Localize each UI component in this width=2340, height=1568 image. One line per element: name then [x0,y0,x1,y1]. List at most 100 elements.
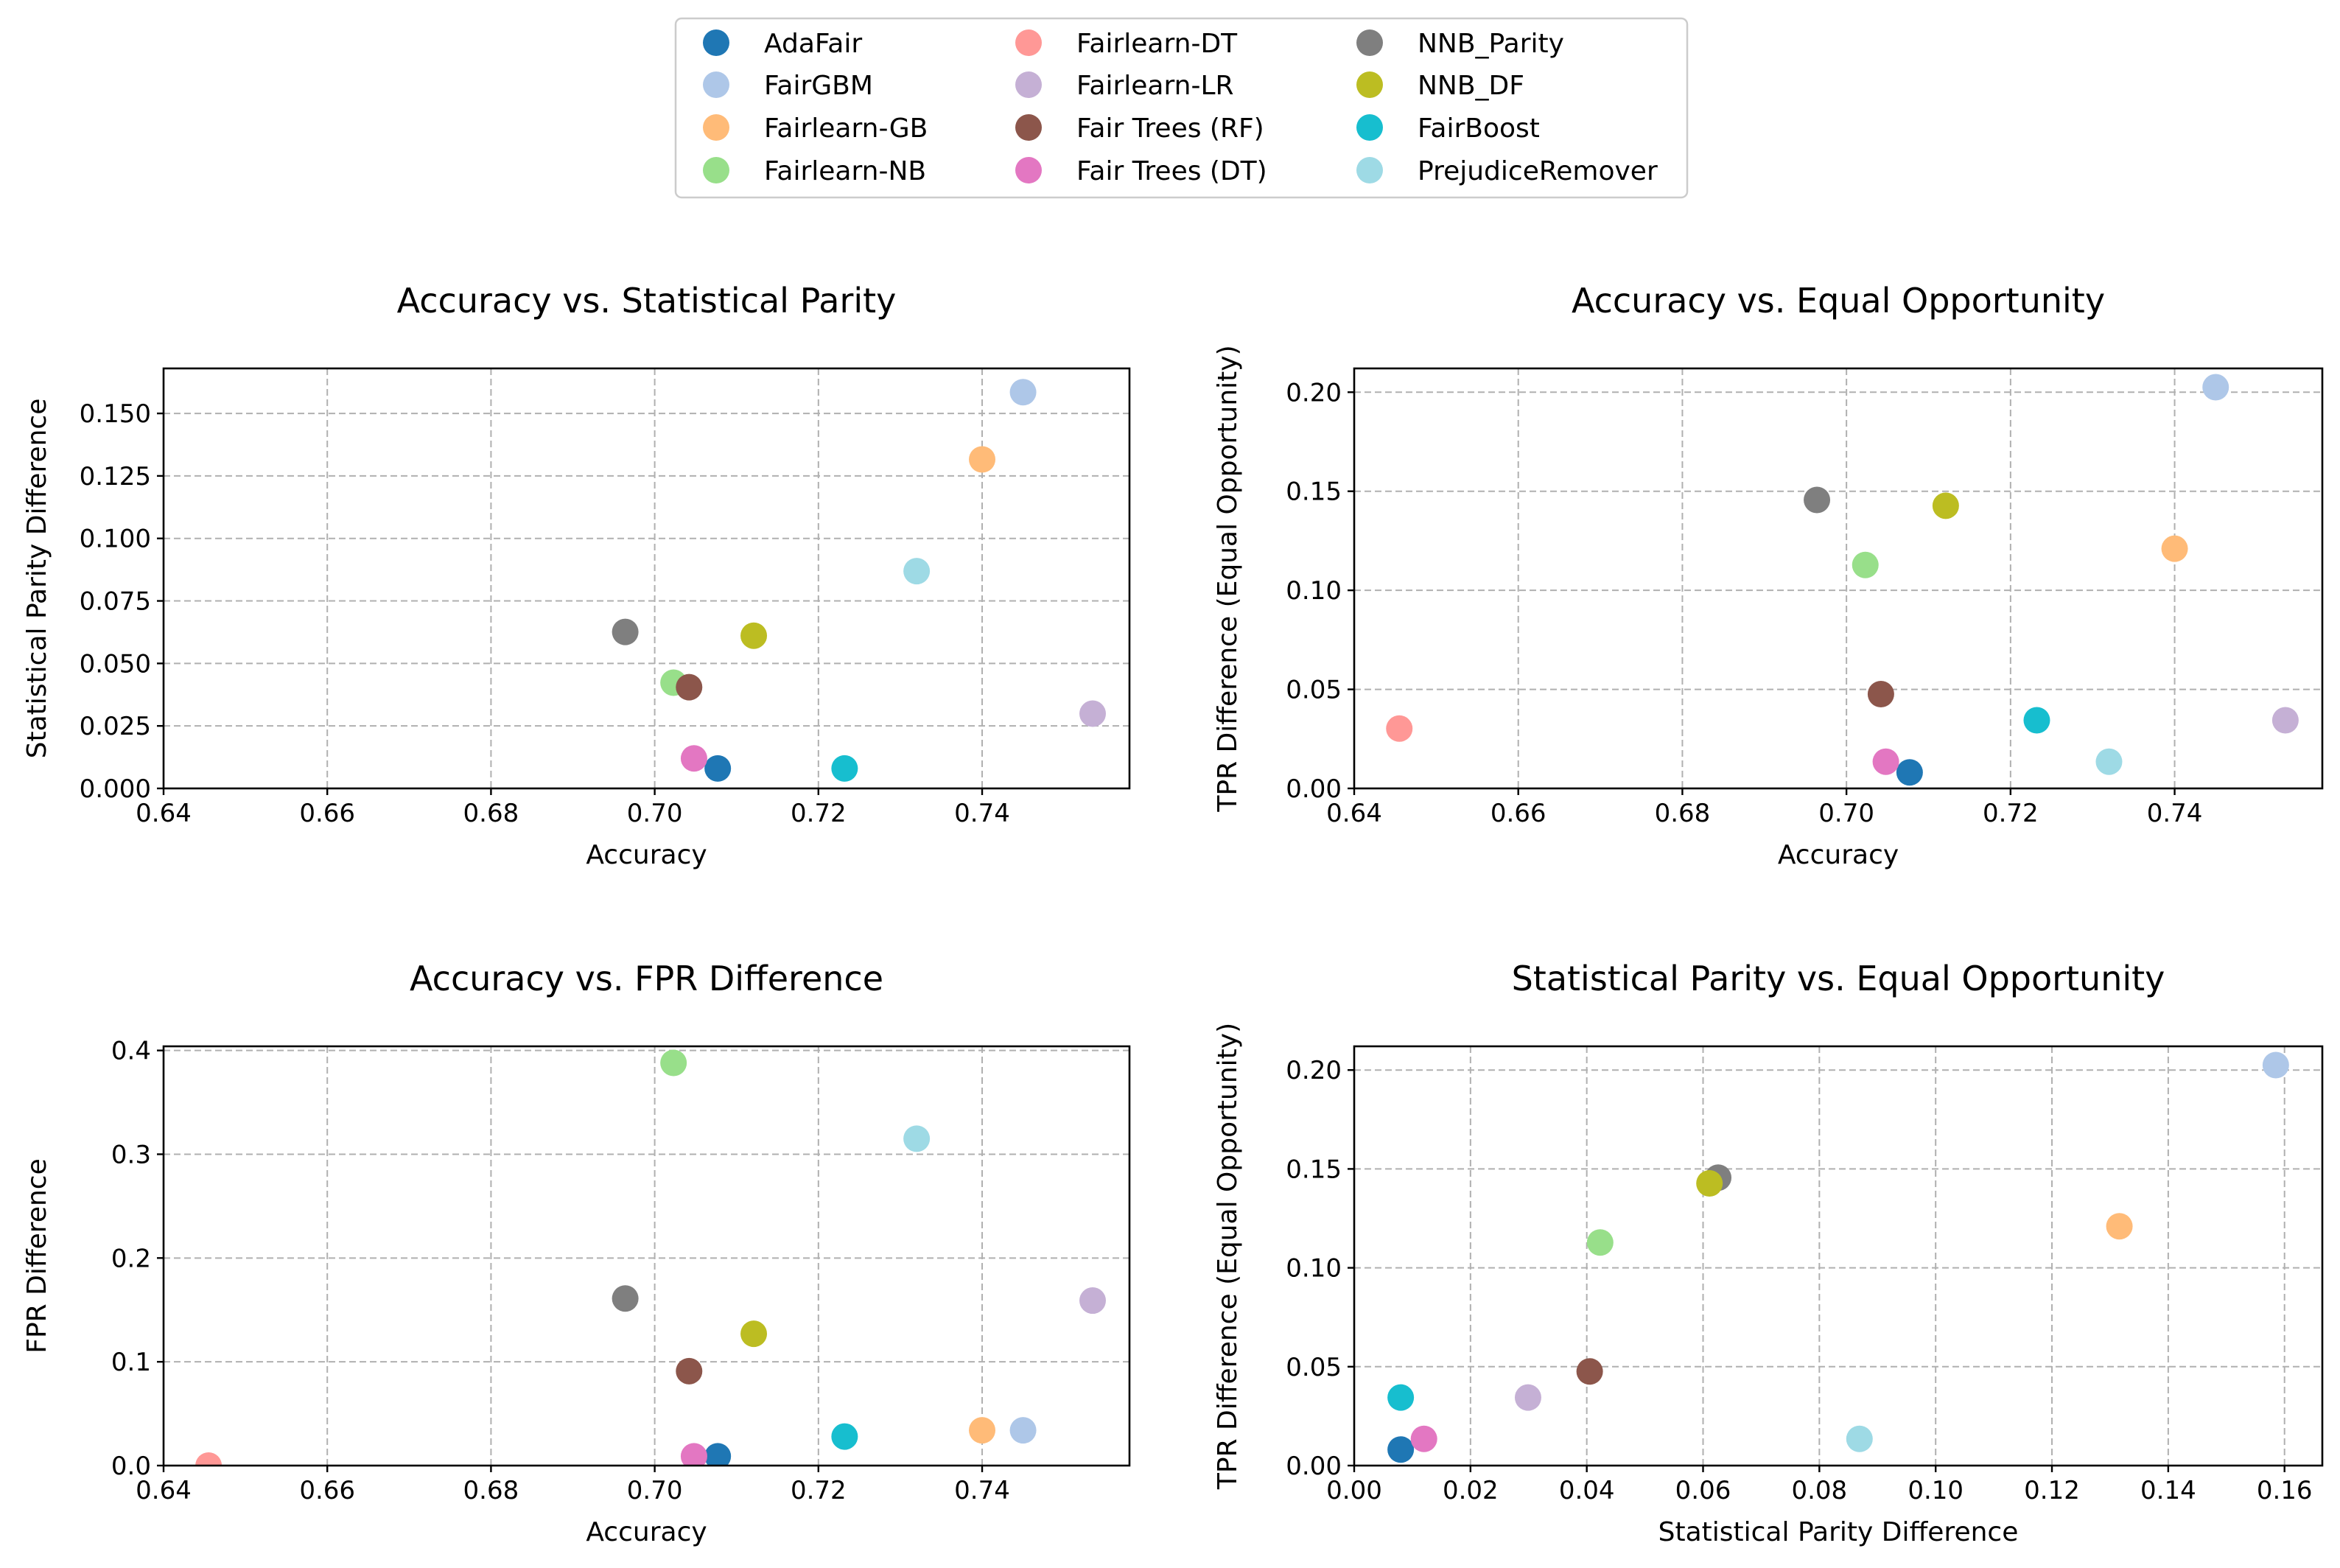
y-tick-label: 0.2 [111,1244,151,1273]
legend-marker [1356,29,1383,56]
legend-item: FairBoost [1356,113,1540,144]
x-tick-label: 0.70 [627,799,683,828]
panel-title: Statistical Parity vs. Equal Opportunity [1512,959,2165,998]
point-nnb-df [740,622,768,649]
y-tick-label: 0.05 [1286,676,1342,705]
point-fairlearn-nb [1852,551,1879,578]
y-tick-label: 0.150 [80,399,151,429]
legend-item: Fairlearn-NB [703,156,926,186]
markers [195,1049,1107,1466]
legend-item: AdaFair [703,29,862,59]
legend-marker [703,157,729,183]
legend-label: Fairlearn-GB [764,113,928,144]
legend-label: Fair Trees (RF) [1076,113,1264,144]
legend-label: FairBoost [1418,113,1540,144]
y-tick-label: 0.10 [1286,576,1342,606]
y-tick-label: 0.00 [1286,1452,1342,1481]
point-nnb-parity [612,1285,639,1312]
legend-marker [1356,157,1383,183]
plot-frame [1353,1045,2324,1467]
point-fairlearn-dt [195,1452,223,1466]
legend-item: Fairlearn-LR [1015,71,1234,101]
y-tick-label: 0.05 [1286,1353,1342,1382]
point-fairlearn-lr [1079,1287,1107,1315]
x-tick-label: 0.06 [1675,1476,1731,1505]
point-nnb-df [1696,1169,1723,1197]
point-fairlearn-dt [1386,715,1413,742]
x-axis-label: Accuracy [586,1517,707,1547]
point-nnb-parity [1804,486,1831,514]
point-fair-trees-dt [680,1443,707,1466]
gridlines [1353,1046,2322,1466]
x-tick-label: 0.08 [1791,1476,1847,1505]
point-fair-trees-dt [1410,1425,1437,1452]
point-fair-trees-rf [676,673,703,701]
legend-marker [1015,29,1042,56]
x-tick-label: 0.74 [954,799,1010,828]
x-tick-label: 0.72 [791,1476,847,1505]
legend-marker [1015,114,1042,141]
point-fairgbm [1009,379,1037,406]
y-tick-label: 0.3 [111,1140,151,1169]
y-tick-label: 0.20 [1286,378,1342,407]
point-fairlearn-lr [1514,1384,1541,1411]
point-fairlearn-lr [2271,707,2299,734]
x-tick-label: 0.72 [791,799,847,828]
point-prejudiceremover [903,1125,931,1152]
point-fair-trees-rf [676,1357,703,1385]
x-tick-label: 0.68 [463,799,519,828]
legend-item: NNB_Parity [1356,29,1564,59]
y-tick-label: 0.10 [1286,1254,1342,1284]
point-fair-trees-dt [680,745,707,772]
point-nnb-df [740,1320,768,1348]
y-tick-label: 0.025 [80,712,151,741]
y-axis-label: TPR Difference (Equal Opportunity) [1213,345,1243,812]
legend-marker [1015,71,1042,98]
x-axis-label: Accuracy [1778,840,1899,870]
markers [612,379,1107,782]
point-fairlearn-lr [1079,700,1107,727]
plot-frame [162,367,1131,790]
legend-item: NNB_DF [1356,71,1524,101]
x-axis-label: Accuracy [586,840,707,870]
x-tick-label: 0.70 [627,1476,683,1505]
legend-label: FairGBM [764,71,873,101]
x-tick-label: 0.14 [2140,1476,2196,1505]
y-tick-label: 0.4 [111,1037,151,1066]
point-fairboost [1387,1384,1415,1411]
x-tick-label: 0.70 [1818,799,1874,828]
point-fairboost [2023,707,2050,734]
gridlines [163,1046,1129,1466]
point-fairlearn-gb [969,1417,996,1444]
legend-marker [703,29,729,56]
x-tick-label: 0.64 [1326,799,1382,828]
x-tick-label: 0.74 [2147,799,2203,828]
panel-title: Accuracy vs. FPR Difference [410,959,883,998]
point-fairlearn-nb [660,1049,687,1077]
panels: 0.64 0.66 0.68 0.70 0.72 0.74 0.000 0.025 0.050 0… [22,281,2324,1547]
y-axis-label: Statistical Parity Difference [22,399,52,759]
y-tick-label: 0.075 [80,587,151,617]
x-tick-label: 0.74 [954,1476,1010,1505]
point-fairgbm [2202,374,2229,401]
point-nnb-parity [612,618,639,645]
gridlines [163,368,1129,789]
point-adafair [704,1443,732,1466]
point-fairboost [831,755,858,782]
y-tick-label: 0.15 [1286,477,1342,507]
legend-marker [1015,157,1042,183]
y-tick-label: 0.20 [1286,1056,1342,1085]
legend-box [674,17,1689,199]
point-adafair [1896,759,1923,786]
legend: AdaFair FairGBM Fairlearn-GB Fairlearn-NB Fa… [674,17,1689,199]
point-fair-trees-rf [1576,1358,1603,1385]
panel-accuracy-vs-fpr-difference: 0.64 0.66 0.68 0.70 0.72 0.74 0.0 0.1 0.2 0.3 0.4 A… [22,959,1131,1547]
markers [1387,1051,2289,1463]
x-tick-label: 0.68 [463,1476,519,1505]
y-tick-label: 0.100 [80,525,151,554]
legend-label: NNB_Parity [1418,29,1564,59]
x-tick-label: 0.00 [1326,1476,1382,1505]
panel-title: Accuracy vs. Statistical Parity [397,281,897,321]
legend-label: Fairlearn-DT [1076,29,1238,59]
